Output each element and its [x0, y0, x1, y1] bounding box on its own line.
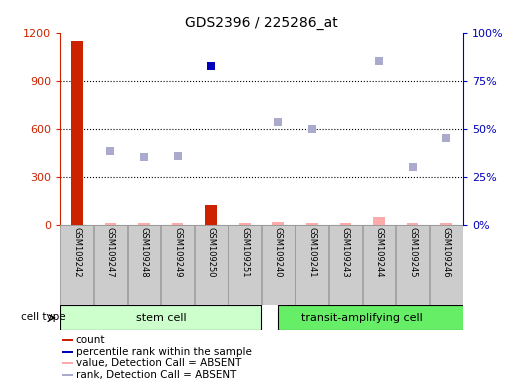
Bar — [206, 205, 217, 225]
Text: GSM109249: GSM109249 — [173, 227, 182, 278]
Text: transit-amplifying cell: transit-amplifying cell — [301, 313, 423, 323]
Bar — [295, 225, 328, 305]
Text: GSM109246: GSM109246 — [441, 227, 451, 278]
Bar — [329, 225, 362, 305]
Text: GSM109244: GSM109244 — [374, 227, 383, 278]
Text: cell type: cell type — [21, 311, 66, 321]
Bar — [339, 223, 351, 225]
Bar — [272, 222, 284, 225]
Bar — [407, 223, 418, 225]
Text: value, Detection Call = ABSENT: value, Detection Call = ABSENT — [76, 358, 241, 368]
Bar — [128, 225, 161, 305]
Text: GSM109240: GSM109240 — [274, 227, 283, 278]
Title: GDS2396 / 225286_at: GDS2396 / 225286_at — [185, 16, 338, 30]
Bar — [262, 225, 295, 305]
Bar — [440, 223, 452, 225]
Text: percentile rank within the sample: percentile rank within the sample — [76, 347, 252, 357]
Bar — [172, 223, 184, 225]
Text: rank, Detection Call = ABSENT: rank, Detection Call = ABSENT — [76, 370, 236, 380]
Bar — [61, 225, 94, 305]
Bar — [306, 223, 317, 225]
Text: stem cell: stem cell — [135, 313, 186, 323]
Text: GSM109245: GSM109245 — [408, 227, 417, 278]
Bar — [396, 225, 429, 305]
Bar — [62, 351, 73, 353]
Bar — [62, 374, 73, 376]
Bar — [228, 225, 261, 305]
Text: GSM109241: GSM109241 — [308, 227, 316, 278]
Bar — [362, 225, 395, 305]
Text: GSM109243: GSM109243 — [341, 227, 350, 278]
Text: GSM109250: GSM109250 — [207, 227, 215, 278]
Bar — [62, 339, 73, 341]
Bar — [105, 223, 116, 225]
Bar — [278, 305, 479, 330]
Bar — [71, 41, 83, 225]
Bar — [138, 223, 150, 225]
Bar — [94, 225, 127, 305]
Bar — [161, 225, 194, 305]
Text: GSM109242: GSM109242 — [72, 227, 82, 278]
Text: GSM109247: GSM109247 — [106, 227, 115, 278]
Bar — [239, 223, 251, 225]
Bar — [373, 217, 385, 225]
Bar — [429, 225, 462, 305]
Text: GSM109251: GSM109251 — [240, 227, 249, 278]
Text: count: count — [76, 335, 105, 345]
Text: GSM109248: GSM109248 — [140, 227, 149, 278]
Bar — [62, 362, 73, 364]
Bar — [195, 225, 228, 305]
Bar — [61, 305, 261, 330]
